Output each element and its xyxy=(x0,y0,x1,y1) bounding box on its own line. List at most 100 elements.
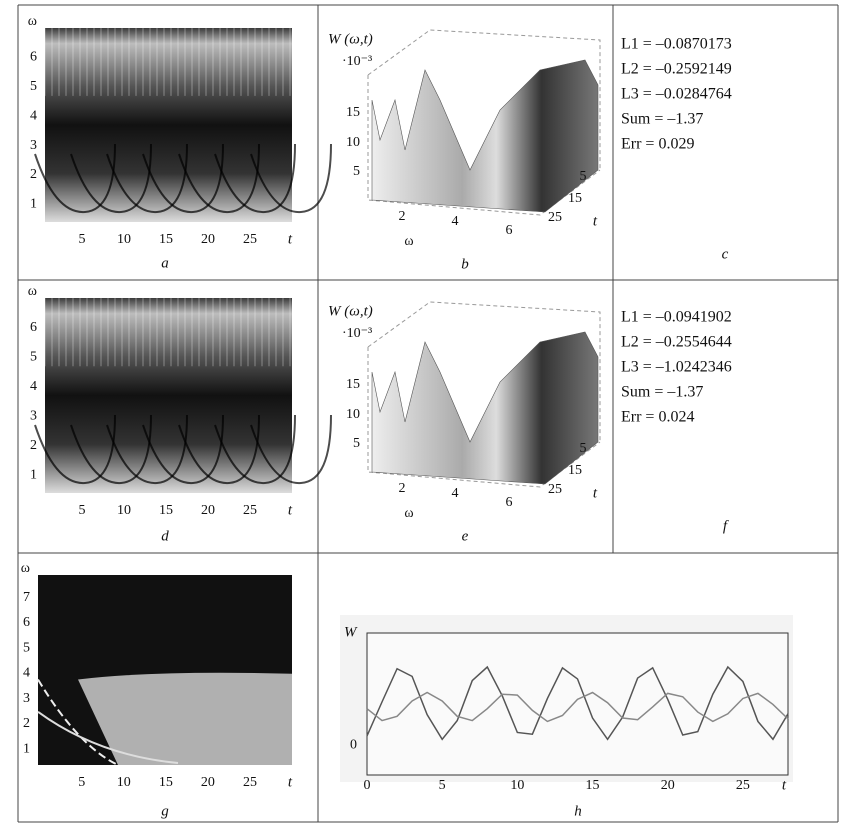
ridge xyxy=(34,143,116,214)
ridge xyxy=(250,414,332,485)
t-tick-label: 5 xyxy=(580,169,587,184)
x-tick-label: 25 xyxy=(243,503,257,518)
ridge xyxy=(214,414,296,485)
x-tick-label: 10 xyxy=(117,775,131,790)
y-tick-label: 4 xyxy=(30,379,37,394)
x-axis-label: t xyxy=(288,774,293,790)
ridge xyxy=(142,414,224,485)
result-line: L3 = –0.0284764 xyxy=(621,86,732,103)
table-borders xyxy=(17,4,839,823)
y-tick-label: 4 xyxy=(30,108,37,123)
x-tick-label: 20 xyxy=(201,775,215,790)
ridge xyxy=(106,414,188,485)
result-line: L2 = –0.2592149 xyxy=(621,61,732,78)
omega-tick-label: 2 xyxy=(399,209,406,224)
y-tick-label: 5 xyxy=(30,79,37,94)
ridge xyxy=(70,414,152,485)
y-tick-label: 2 xyxy=(23,716,30,731)
panel-label: h xyxy=(574,803,582,819)
result-line: Sum = –1.37 xyxy=(621,384,703,401)
x-tick-label: 20 xyxy=(201,503,215,518)
z-tick-label: 5 xyxy=(353,436,360,451)
spectrogram-band xyxy=(78,672,292,765)
line-series xyxy=(366,691,789,723)
y-tick-label: 4 xyxy=(23,666,30,681)
y-tick-label: 5 xyxy=(30,349,37,364)
spectrogram-edge xyxy=(37,678,119,766)
x-axis-label: t xyxy=(288,502,293,518)
spectrogram-edge xyxy=(37,710,179,764)
omega-tick-label: 4 xyxy=(452,214,459,229)
y-tick-label: 1 xyxy=(30,197,37,212)
x-tick-label: 10 xyxy=(510,778,524,793)
x-tick-label: 5 xyxy=(439,778,446,793)
ridge xyxy=(214,143,296,214)
y-axis-label: ω xyxy=(28,284,37,299)
x-tick-label: 20 xyxy=(661,778,675,793)
surface xyxy=(371,59,599,213)
panel-label: b xyxy=(461,256,469,272)
x-tick-label: 10 xyxy=(117,503,131,518)
y-tick-label: 2 xyxy=(30,438,37,453)
ridge xyxy=(70,143,152,214)
z-tick-label: 15 xyxy=(346,377,360,392)
ridge xyxy=(250,143,332,214)
surface-box xyxy=(367,29,601,216)
omega-tick-label: 2 xyxy=(399,481,406,496)
z-axis-label: W (ω,t) xyxy=(328,303,373,319)
y-tick-label: 3 xyxy=(23,691,30,706)
x-axis-label: t xyxy=(288,231,293,247)
panel-label: d xyxy=(161,528,169,544)
line-series xyxy=(366,665,789,741)
y-tick-label: 3 xyxy=(30,408,37,423)
result-line: Sum = –1.37 xyxy=(621,111,703,128)
omega-axis-label: ω xyxy=(404,234,413,249)
x-tick-label: 15 xyxy=(159,503,173,518)
result-line: L3 = –1.0242346 xyxy=(621,359,732,376)
panel-label: a xyxy=(161,255,169,271)
result-line: L2 = –0.2554644 xyxy=(621,334,732,351)
x-tick-label: 20 xyxy=(201,232,215,247)
y-tick-label: 3 xyxy=(30,138,37,153)
y-tick-label: 1 xyxy=(30,467,37,482)
t-tick-label: 25 xyxy=(548,210,562,225)
y-axis-label: ω xyxy=(28,14,37,29)
y-tick-label: 6 xyxy=(30,320,37,335)
result-line: Err = 0.029 xyxy=(621,136,694,153)
x-tick-label: 5 xyxy=(78,232,85,247)
ridge xyxy=(142,143,224,214)
z-tick-label: 10 xyxy=(346,135,360,150)
t-axis-label: t xyxy=(593,213,598,229)
y-axis-label: W xyxy=(344,624,358,640)
x-tick-label: 25 xyxy=(243,232,257,247)
omega-axis-label: ω xyxy=(404,506,413,521)
y-tick-label: 2 xyxy=(30,167,37,182)
t-tick-label: 25 xyxy=(548,482,562,497)
y-tick-label: 0 xyxy=(350,737,357,752)
z-axis-label: W (ω,t) xyxy=(328,31,373,47)
panel-label: c xyxy=(722,246,729,262)
z-scale: ·10⁻³ xyxy=(342,54,372,69)
ridge xyxy=(34,414,116,485)
surface-box xyxy=(367,301,601,488)
t-tick-label: 5 xyxy=(580,441,587,456)
result-line: L1 = –0.0941902 xyxy=(621,309,732,326)
panel-label: e xyxy=(462,528,469,544)
result-line: L1 = –0.0870173 xyxy=(621,36,732,53)
x-tick-label: 15 xyxy=(159,775,173,790)
x-tick-label: 5 xyxy=(78,503,85,518)
surface xyxy=(371,331,599,485)
y-tick-label: 5 xyxy=(23,640,30,655)
ridge xyxy=(106,143,188,214)
omega-tick-label: 6 xyxy=(506,223,513,238)
spectrogram-stripes xyxy=(45,298,292,367)
y-axis-label: ω xyxy=(21,561,30,576)
x-axis-label: t xyxy=(782,777,787,793)
y-tick-label: 7 xyxy=(23,590,30,605)
z-tick-label: 5 xyxy=(353,164,360,179)
panel-label: g xyxy=(161,803,169,819)
t-tick-label: 15 xyxy=(568,191,582,206)
x-tick-label: 25 xyxy=(736,778,750,793)
x-tick-label: 25 xyxy=(243,775,257,790)
